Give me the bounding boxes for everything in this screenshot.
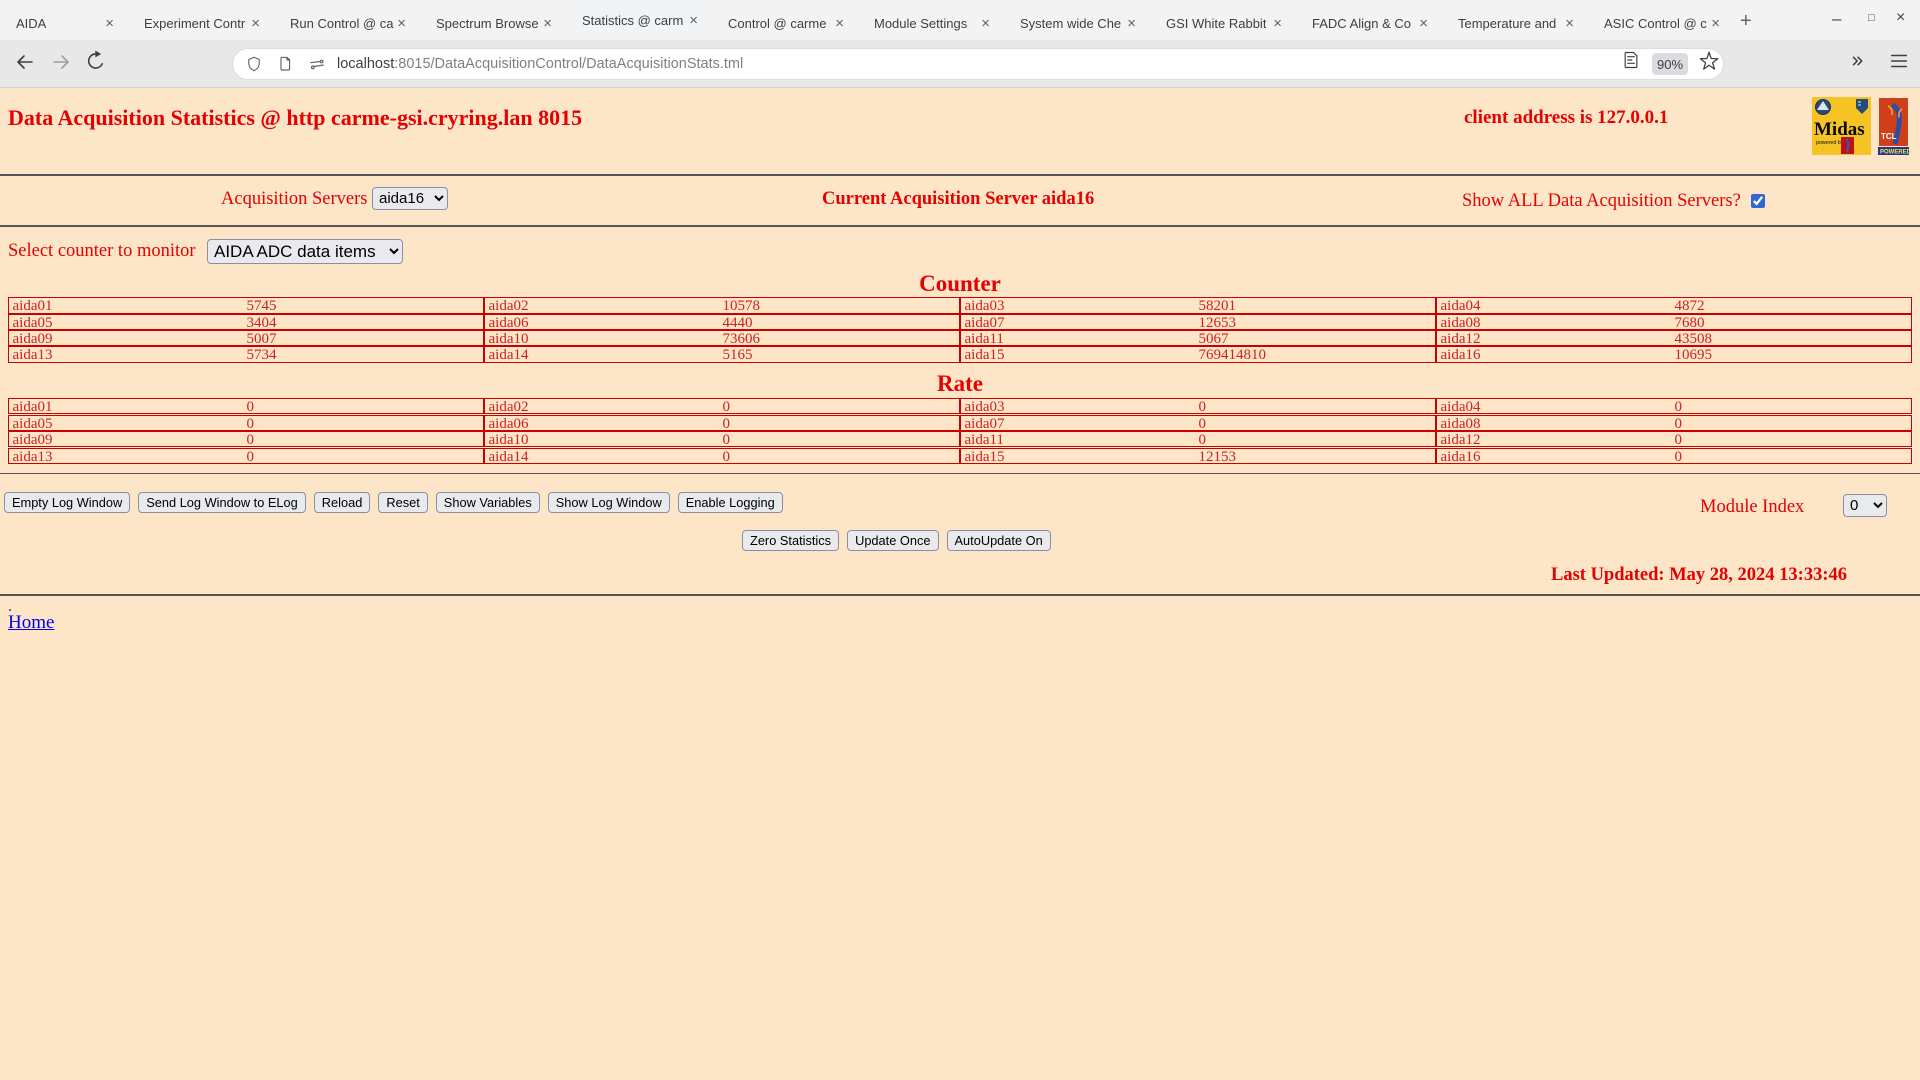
svg-text:Midas: Midas (1814, 119, 1865, 140)
svg-text:POWERED: POWERED (1880, 149, 1912, 155)
svg-text:powered by: powered by (1816, 140, 1844, 146)
svg-text:TCL: TCL (1881, 132, 1897, 141)
